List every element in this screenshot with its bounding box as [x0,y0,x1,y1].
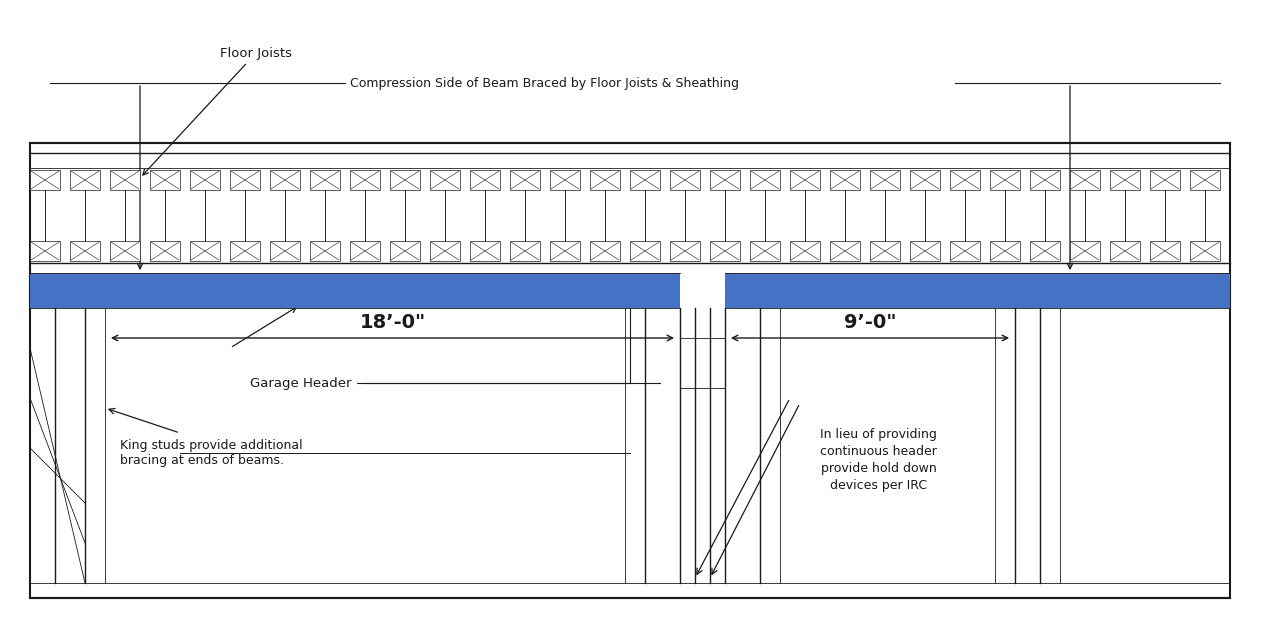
Bar [509,170,540,190]
Bar [70,241,100,261]
Bar [910,241,940,261]
Bar [1071,170,1100,190]
Bar [391,170,420,190]
Bar [750,170,780,190]
Bar [470,170,501,190]
Bar [951,170,980,190]
Bar [1150,170,1181,190]
Text: In lieu of providing
continuous header
provide hold down
devices per IRC: In lieu of providing continuous header p… [820,428,937,492]
Bar [550,170,580,190]
Text: King studs provide additional
bracing at ends of beams.: King studs provide additional bracing at… [120,439,302,467]
Bar [1150,241,1181,261]
Bar [1110,241,1140,261]
Bar [1189,170,1220,190]
Bar [726,273,1230,308]
Bar [951,241,980,261]
Bar [670,170,700,190]
Bar [790,241,820,261]
Bar [670,241,700,261]
Bar [350,170,380,190]
Bar [310,170,340,190]
Bar [1189,241,1220,261]
Bar [590,170,621,190]
Bar [990,170,1020,190]
Bar [750,241,780,261]
Bar [710,241,739,261]
Bar [870,170,900,190]
Text: 9’-0": 9’-0" [844,313,896,332]
Bar [990,241,1020,261]
Bar [190,170,220,190]
Bar [430,241,460,261]
Bar [550,241,580,261]
Bar [190,241,220,261]
Bar [270,170,300,190]
Bar [230,170,260,190]
Bar [150,241,179,261]
Bar [629,170,660,190]
Bar [310,241,340,261]
Bar [1030,241,1060,261]
Text: Compression Side of Beam Braced by Floor Joists & Sheathing: Compression Side of Beam Braced by Floor… [350,77,739,90]
Bar [790,170,820,190]
Bar [30,273,680,308]
Bar [470,241,501,261]
Bar [270,241,300,261]
Bar [150,170,179,190]
Bar [509,241,540,261]
Bar [590,241,621,261]
Bar [1110,170,1140,190]
Bar [910,170,940,190]
Bar [430,170,460,190]
Bar [629,241,660,261]
Bar [710,170,739,190]
Bar [830,241,860,261]
Bar [1030,170,1060,190]
Text: Floor Joists: Floor Joists [143,46,292,175]
Bar [30,170,59,190]
Text: Garage Header: Garage Header [250,299,629,389]
Bar [1071,241,1100,261]
Bar [391,241,420,261]
Bar [30,241,59,261]
Bar [350,241,380,261]
Bar [110,241,140,261]
Bar [830,170,860,190]
Bar [30,143,1230,598]
Bar [70,170,100,190]
Text: 18’-0": 18’-0" [359,313,426,332]
Bar [110,170,140,190]
Bar [870,241,900,261]
Bar [230,241,260,261]
